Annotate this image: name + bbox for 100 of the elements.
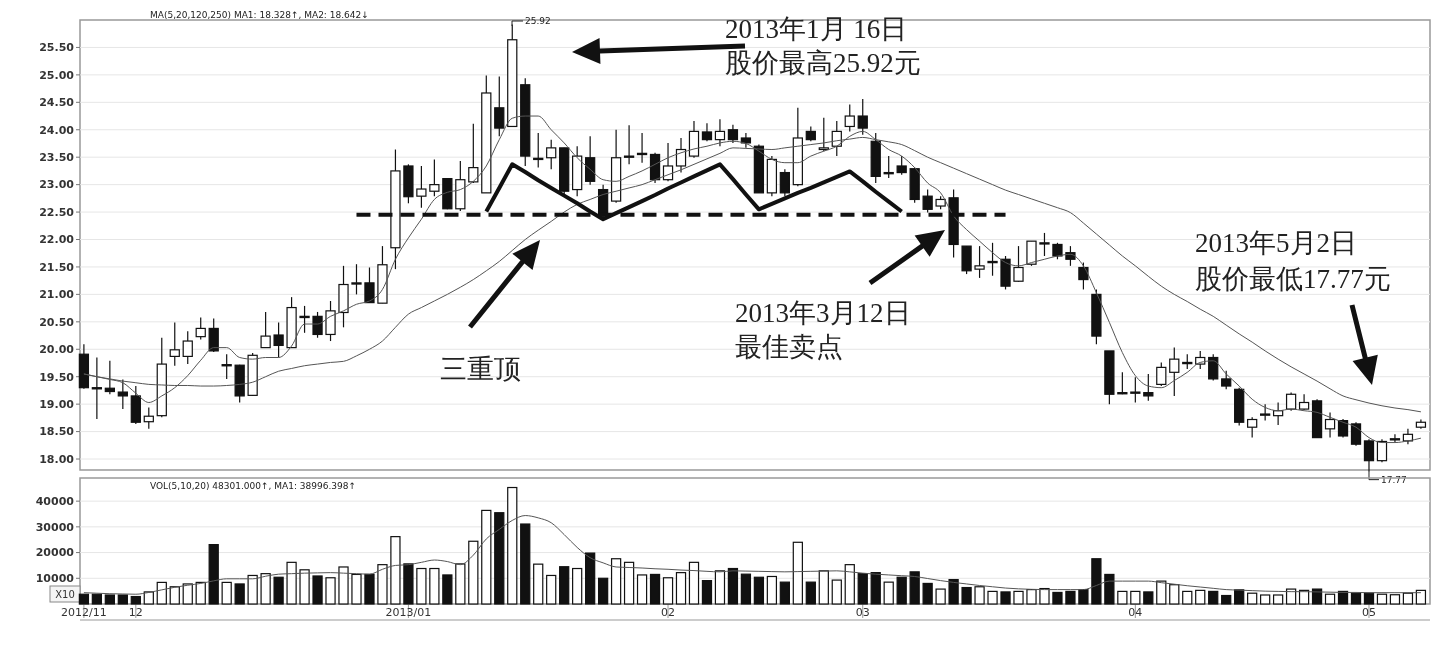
candlestick — [922, 188, 933, 214]
y-tick-label: 23.00 — [39, 178, 75, 192]
annotation: 25.92 — [525, 16, 551, 26]
bar — [987, 590, 998, 605]
annotation: 最佳卖点 — [735, 332, 843, 362]
bar — [597, 577, 609, 605]
bar — [1156, 580, 1167, 605]
candlestick — [468, 123, 479, 184]
candlestick — [195, 316, 206, 340]
y-tick-label: 24.00 — [39, 123, 75, 137]
bar — [1143, 591, 1154, 605]
bar — [1350, 592, 1362, 605]
bar — [896, 576, 907, 605]
y-tick-label: 21.50 — [39, 260, 75, 274]
bar — [403, 563, 414, 605]
y-tick-label: 25.00 — [39, 68, 75, 82]
x-tick-label: 12 — [128, 606, 143, 619]
candlestick — [1221, 370, 1232, 390]
y-tick-label: 24.50 — [39, 96, 75, 110]
bar — [636, 574, 648, 605]
annotation: VOL(5,10,20) 48301.000↑, MA1: 38996.398↑ — [150, 481, 357, 491]
candlestick — [117, 378, 128, 410]
annotation: 2013年1月 16日 — [725, 14, 908, 44]
annotation: 2013年3月12日 — [735, 298, 911, 328]
candlestick — [1389, 433, 1401, 444]
candlestick — [1026, 240, 1037, 267]
candlestick — [208, 317, 219, 353]
candlestick — [896, 155, 907, 176]
bar — [831, 579, 842, 605]
candlestick — [1285, 392, 1297, 412]
bar — [1298, 589, 1310, 605]
candlestick — [1247, 416, 1258, 439]
y-tick-label: 10000 — [35, 572, 75, 586]
bar — [338, 566, 349, 605]
bar — [727, 567, 739, 605]
bar — [1376, 593, 1388, 605]
annotation: 股价最低17.77元 — [1195, 264, 1391, 294]
x-tick-label: 04 — [1128, 606, 1143, 619]
bar — [273, 576, 284, 605]
bar — [468, 540, 479, 605]
bar — [520, 523, 531, 605]
bar — [883, 581, 894, 605]
bar — [1337, 590, 1349, 605]
bar — [792, 541, 803, 605]
bar — [416, 567, 427, 605]
bar — [1208, 590, 1219, 605]
candlestick — [325, 300, 336, 342]
bar — [688, 561, 700, 605]
bar — [662, 577, 674, 605]
bar — [1000, 591, 1011, 605]
bar — [1260, 594, 1271, 605]
candlestick — [429, 158, 440, 197]
bar — [572, 567, 583, 605]
bar — [818, 570, 829, 605]
candlestick — [299, 305, 310, 334]
bar — [234, 583, 245, 605]
bar — [1117, 590, 1128, 605]
bar — [325, 577, 336, 605]
y-axis-title: X10 — [55, 589, 75, 600]
candlestick — [143, 406, 154, 430]
bar — [1415, 589, 1427, 605]
y-tick-label: 20.50 — [39, 315, 75, 329]
text: MA(5,20,120,250) MA1: 18.328↑, MA2: 18.642↓ — [150, 10, 369, 20]
bar — [1402, 592, 1414, 605]
bar — [805, 581, 816, 605]
x-tick-label: 2013/01 — [385, 606, 432, 619]
annotation: 三重顶 — [440, 354, 521, 384]
candlestick — [273, 321, 284, 359]
bar — [766, 575, 778, 605]
bar — [1234, 589, 1245, 605]
bar — [442, 574, 453, 605]
y-tick-label: 22.50 — [39, 205, 75, 219]
candlestick — [818, 117, 829, 152]
candlestick — [974, 245, 985, 279]
bar — [546, 574, 557, 605]
x-tick-label: 02 — [661, 606, 676, 619]
bar — [559, 566, 570, 605]
bar — [312, 575, 323, 605]
y-tick-label: 20000 — [35, 546, 75, 560]
line-series — [83, 515, 1422, 595]
y-tick-label: 18.00 — [39, 452, 75, 466]
bar — [364, 573, 375, 605]
bar — [91, 593, 103, 605]
bar — [351, 573, 362, 605]
y-tick-label: 23.50 — [39, 151, 75, 165]
bar — [623, 561, 635, 605]
x-tick-label: 03 — [855, 606, 870, 619]
bar — [714, 570, 726, 605]
candlestick — [91, 356, 103, 420]
annotation: 17.77 — [1380, 474, 1407, 485]
candlestick — [1363, 438, 1375, 473]
bar — [649, 573, 661, 605]
candlestick — [844, 103, 855, 132]
bar — [455, 563, 466, 605]
candlestick — [1208, 353, 1219, 382]
bar — [974, 586, 985, 605]
candlestick — [779, 168, 790, 197]
bar — [182, 583, 193, 605]
bar — [1221, 594, 1232, 605]
candlestick — [623, 124, 635, 165]
